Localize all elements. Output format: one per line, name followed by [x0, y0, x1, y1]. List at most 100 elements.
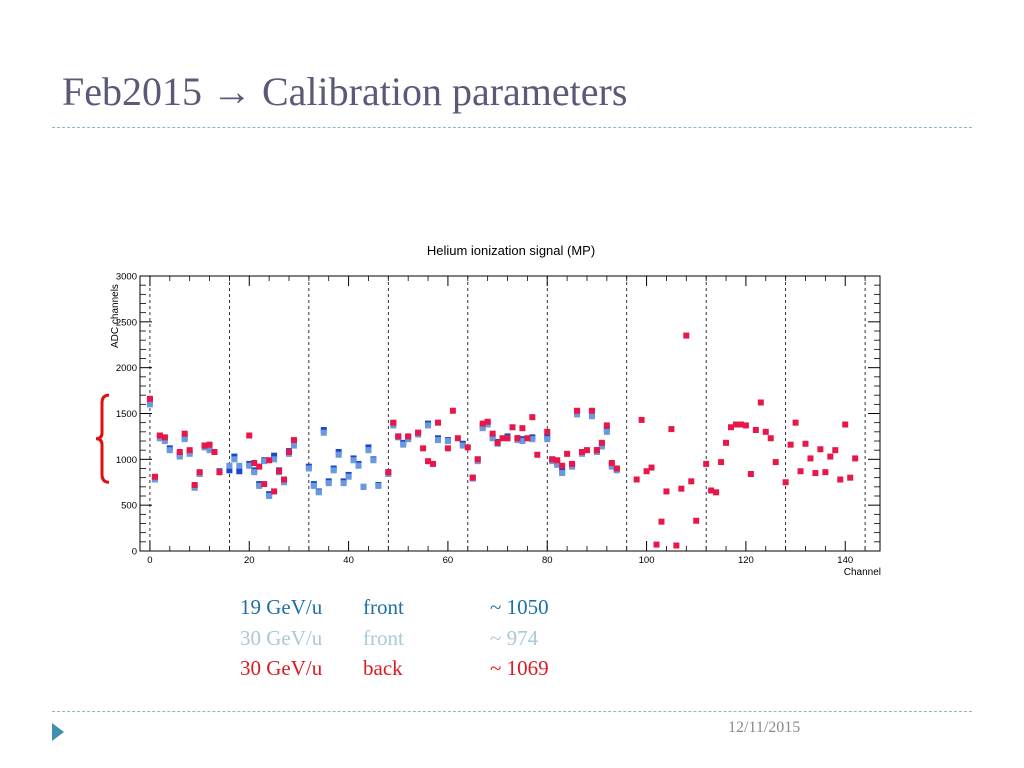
legend-side: front [363, 595, 404, 619]
data-point-series-3 [449, 407, 456, 414]
data-point-series-1 [226, 467, 233, 474]
data-point-series-3 [822, 469, 829, 476]
data-point-series-3 [211, 449, 218, 455]
data-point-series-3 [767, 435, 774, 442]
x-tick-label: 140 [837, 555, 853, 566]
data-point-series-3 [564, 450, 571, 457]
legend-energy: 30 GeV/u [240, 656, 323, 680]
x-axis-label: Channel [844, 567, 881, 578]
data-point-series-3 [653, 541, 660, 548]
data-point-series-2 [370, 457, 377, 464]
data-point-series-3 [683, 332, 690, 339]
data-point-series-2 [588, 413, 595, 420]
data-point-series-2 [434, 437, 441, 444]
data-point-series-3 [181, 430, 188, 437]
data-point-series-2 [345, 473, 352, 480]
data-point-series-3 [434, 419, 441, 426]
data-point-series-2 [444, 438, 451, 444]
data-point-series-1 [236, 468, 243, 475]
slide-date: 12/11/2015 [728, 719, 801, 736]
data-point-series-2 [559, 470, 566, 477]
legend-side: back [363, 656, 403, 680]
data-point-series-3 [837, 476, 844, 483]
data-point-series-3 [285, 449, 292, 455]
data-point-series-2 [271, 456, 278, 463]
data-point-series-3 [792, 419, 799, 426]
data-point-series-3 [797, 468, 804, 475]
data-point-series-3 [196, 469, 203, 476]
data-point-series-3 [728, 424, 735, 431]
data-point-series-3 [489, 430, 496, 437]
data-point-series-3 [802, 440, 809, 447]
data-point-series-3 [534, 451, 541, 458]
data-point-series-2 [330, 467, 337, 474]
data-point-series-3 [807, 455, 814, 462]
next-slide-arrow-icon[interactable] [51, 722, 65, 742]
x-tick-label: 20 [244, 555, 255, 566]
y-tick-label: 500 [121, 501, 137, 512]
data-point-series-3 [663, 488, 670, 495]
data-point-series-2 [166, 447, 173, 454]
data-point-series-3 [732, 421, 739, 428]
data-point-series-3 [464, 444, 471, 451]
y-tick-label: 0 [132, 547, 137, 558]
data-point-series-3 [579, 449, 586, 455]
data-point-series-3 [425, 458, 432, 465]
data-point-series-3 [638, 416, 645, 423]
data-point-series-2 [603, 428, 610, 435]
data-point-series-3 [385, 469, 392, 476]
data-point-series-3 [742, 422, 749, 429]
data-point-series-3 [151, 473, 158, 480]
data-point-series-2 [335, 451, 342, 458]
title-divider [52, 127, 972, 128]
data-point-series-3 [757, 399, 764, 406]
scatter-chart: 0 500 1000 1500 2000 2500 3000 0 20 40 60 80 100 120 1… [95, 243, 881, 578]
data-point-series-3 [554, 457, 561, 464]
legend-energy: 30 GeV/u [240, 626, 323, 650]
data-point-series-3 [782, 479, 789, 486]
x-tick-label: 100 [639, 555, 655, 566]
data-point-series-2 [598, 443, 605, 450]
data-point-series-2 [176, 453, 183, 460]
data-point-series-3 [693, 517, 700, 524]
data-point-series-3 [678, 485, 685, 492]
data-point-series-2 [350, 457, 357, 464]
data-point-series-2 [236, 462, 243, 469]
data-point-series-3 [156, 432, 163, 439]
x-tick-label: 40 [343, 555, 354, 566]
y-axis-label: ADC channels [110, 284, 121, 348]
data-point-series-3 [176, 449, 183, 455]
data-point-series-2 [320, 429, 327, 436]
data-point-series-3 [276, 468, 283, 475]
y-tick-label: 3000 [116, 272, 137, 283]
data-point-series-2 [360, 483, 367, 490]
data-point-series-3 [430, 460, 437, 467]
data-point-series-3 [201, 442, 208, 449]
data-point-series-2 [340, 480, 347, 487]
data-point-series-3 [842, 421, 849, 428]
data-point-series-3 [608, 460, 615, 466]
data-point-series-2 [554, 461, 561, 468]
data-point-series-2 [375, 482, 382, 489]
data-point-series-3 [633, 476, 640, 483]
data-point-series-2 [305, 465, 312, 472]
data-point-series-2 [325, 480, 332, 487]
legend-value: ~ 1069 [490, 656, 549, 680]
data-point-series-3 [703, 460, 710, 467]
data-point-series-2 [261, 458, 268, 465]
data-point-series-2 [608, 463, 615, 470]
data-point-series-3 [246, 432, 253, 439]
slide-title: Feb2015 → Calibration parameters [62, 69, 628, 114]
data-point-series-3 [787, 441, 794, 448]
data-point-series-3 [444, 445, 451, 452]
data-point-series-2 [365, 447, 372, 454]
data-point-series-3 [762, 428, 769, 435]
data-point-series-2 [425, 422, 432, 429]
data-point-series-3 [593, 447, 600, 454]
data-point-series-2 [459, 442, 466, 449]
data-point-series-3 [648, 464, 655, 471]
y-tick-label: 1500 [116, 409, 137, 420]
data-point-series-3 [718, 459, 725, 466]
data-point-series-3 [494, 439, 501, 446]
data-point-series-3 [688, 478, 695, 485]
